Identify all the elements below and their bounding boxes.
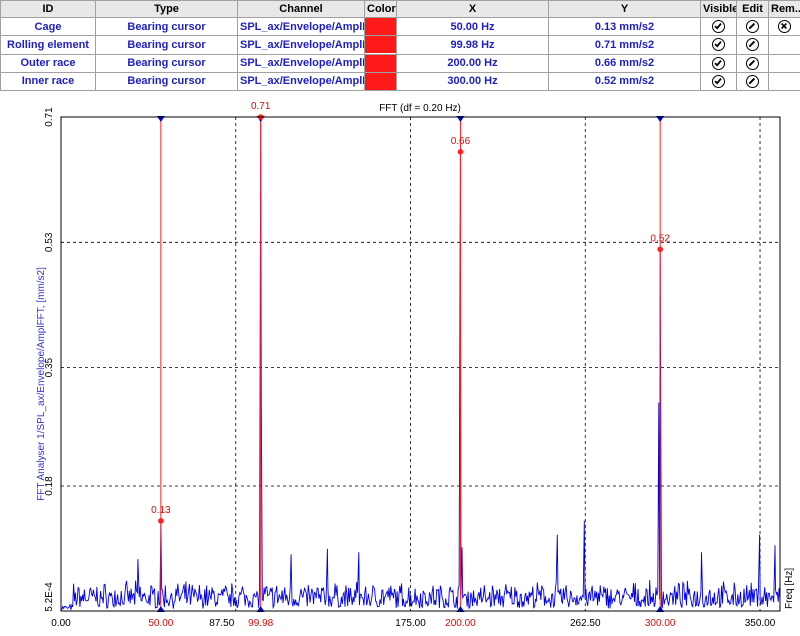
cell-x: 200.00 Hz xyxy=(396,53,549,73)
y-tick-label: 0.35 xyxy=(44,357,55,377)
color-swatch[interactable] xyxy=(365,36,396,53)
fft-chart: 0.13 50.00 0.71 99.98 0.66 200.00 0.52 300.00 0.… xyxy=(36,101,795,629)
cell-y: 0.66 mm/s2 xyxy=(548,53,701,73)
cell-remove xyxy=(768,35,800,55)
col-header-remove[interactable]: Rem... xyxy=(768,0,800,18)
table-row[interactable]: Inner race Bearing cursor SPL_ax/Envelope/… xyxy=(0,71,800,92)
cell-y: 0.71 mm/s2 xyxy=(548,35,701,55)
x-tick-label: 87.50 xyxy=(209,618,234,629)
cell-remove xyxy=(768,71,800,92)
cell-edit xyxy=(736,16,769,37)
cell-type: Bearing cursor xyxy=(95,16,238,37)
cell-channel: SPL_ax/Envelope/AmplFFT xyxy=(237,16,365,37)
table-header-row: ID Type Channel Color X Y Visible Edit R… xyxy=(0,0,800,18)
plot-frame xyxy=(60,116,781,612)
cell-y: 0.52 mm/s2 xyxy=(548,71,701,92)
cell-x: 99.98 Hz xyxy=(396,35,549,55)
x-tick-label: 262.50 xyxy=(570,618,601,629)
check-circle-icon[interactable] xyxy=(712,74,725,88)
cell-id: Outer race xyxy=(0,53,96,73)
cell-id: Cage xyxy=(0,16,96,37)
cell-type: Bearing cursor xyxy=(95,35,238,55)
chart-title: FFT (df = 0.20 Hz) xyxy=(379,103,461,114)
cell-type: Bearing cursor xyxy=(95,53,238,73)
cursor-marker[interactable] xyxy=(457,149,464,155)
col-header-visible[interactable]: Visible xyxy=(700,0,737,18)
cell-id: Inner race xyxy=(0,71,96,92)
cell-x: 300.00 Hz xyxy=(396,71,549,92)
edit-circle-icon[interactable] xyxy=(746,74,759,88)
cursor-x-label: 50.00 xyxy=(148,618,173,629)
y-tick-label: 0.71 xyxy=(44,107,55,127)
cursor-x-label: 300.00 xyxy=(645,618,676,629)
col-header-color[interactable]: Color xyxy=(364,0,397,18)
check-circle-icon[interactable] xyxy=(712,20,725,34)
cell-edit xyxy=(736,35,769,55)
cell-channel: SPL_ax/Envelope/AmplFFT xyxy=(237,35,365,55)
x-tick-label: 350.00 xyxy=(745,618,776,629)
x-tick-label: 0.00 xyxy=(51,618,71,629)
y-tick-label: 5.2E-4 xyxy=(44,582,55,612)
cell-x: 50.00 Hz xyxy=(396,16,549,37)
edit-circle-icon[interactable] xyxy=(746,56,759,70)
remove-circle-icon[interactable] xyxy=(778,20,791,34)
table-row[interactable]: Rolling element Bearing cursor SPL_ax/Enve… xyxy=(0,35,800,55)
cursor-value-label: 0.52 xyxy=(650,233,670,244)
cursor-x-label: 99.98 xyxy=(248,618,273,629)
cell-channel: SPL_ax/Envelope/AmplFFT xyxy=(237,71,365,92)
col-header-channel[interactable]: Channel xyxy=(237,0,365,18)
table-row[interactable]: Outer race Bearing cursor SPL_ax/Envelope/… xyxy=(0,53,800,73)
plot-area[interactable] xyxy=(61,117,780,611)
cell-y: 0.13 mm/s2 xyxy=(548,16,701,37)
cell-id: Rolling element xyxy=(0,35,96,55)
color-swatch[interactable] xyxy=(365,18,396,35)
col-header-x[interactable]: X xyxy=(396,0,549,18)
col-header-edit[interactable]: Edit xyxy=(736,0,769,18)
col-header-y[interactable]: Y xyxy=(548,0,701,18)
cell-remove xyxy=(768,53,800,73)
color-swatch[interactable] xyxy=(365,55,396,72)
cursor-table: ID Type Channel Color X Y Visible Edit R… xyxy=(0,0,800,92)
cell-visible xyxy=(700,16,737,37)
cell-type: Bearing cursor xyxy=(95,71,238,92)
cell-color xyxy=(364,53,397,73)
y-tick-label: 0.18 xyxy=(44,476,55,496)
cursor-x-label: 200.00 xyxy=(445,618,476,629)
check-circle-icon[interactable] xyxy=(712,38,725,52)
col-header-type[interactable]: Type xyxy=(95,0,238,18)
edit-circle-icon[interactable] xyxy=(746,20,759,34)
cell-remove xyxy=(768,16,800,37)
cell-color xyxy=(364,71,397,92)
cursor-marker[interactable] xyxy=(657,246,663,253)
cell-visible xyxy=(700,35,737,55)
y-axis-label: FFT Analyser 1/SPL_ax/Envelope/AmplFFT, … xyxy=(36,267,47,501)
cell-visible xyxy=(700,53,737,73)
cursor-value-label: 0.13 xyxy=(151,505,171,516)
x-tick-label: 175.00 xyxy=(395,618,426,629)
check-circle-icon[interactable] xyxy=(712,56,725,70)
cell-visible xyxy=(700,71,737,92)
cell-edit xyxy=(736,53,769,73)
cell-color xyxy=(364,35,397,55)
y-tick-label: 0.53 xyxy=(44,232,55,252)
cell-channel: SPL_ax/Envelope/AmplFFT xyxy=(237,53,365,73)
cursor-value-label: 0.66 xyxy=(451,136,471,147)
cursor-value-label: 0.71 xyxy=(251,101,271,112)
cell-edit xyxy=(736,71,769,92)
edit-circle-icon[interactable] xyxy=(746,38,759,52)
cursor-marker[interactable] xyxy=(158,518,164,524)
cell-color xyxy=(364,16,397,37)
color-swatch[interactable] xyxy=(365,73,396,90)
x-axis-label: Freq [Hz] xyxy=(784,568,795,609)
col-header-id[interactable]: ID xyxy=(0,0,96,18)
